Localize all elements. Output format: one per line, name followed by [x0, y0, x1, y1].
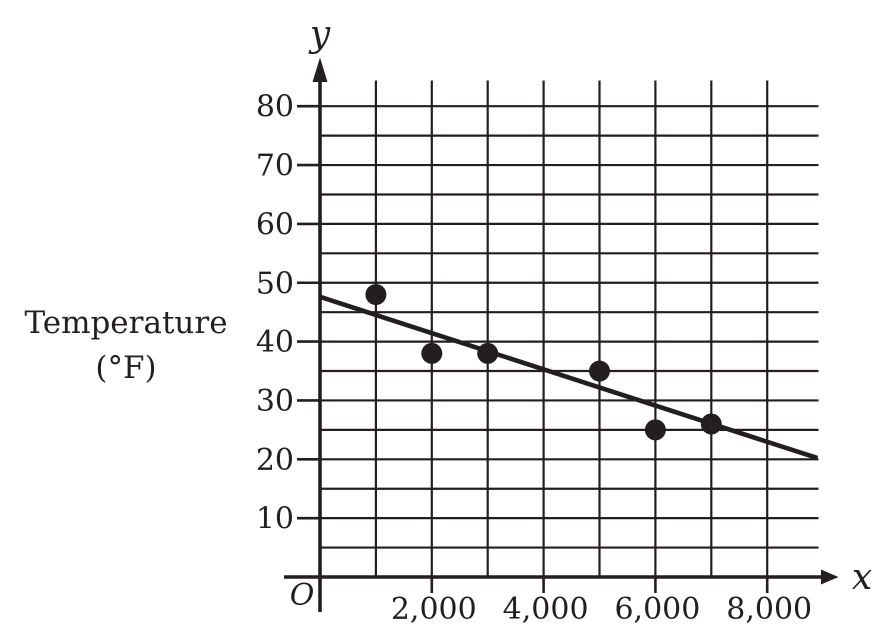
x-axis-letter: x — [852, 557, 872, 598]
y-axis-arrowhead — [312, 57, 328, 82]
data-point — [644, 419, 666, 441]
origin-label: O — [290, 578, 315, 613]
data-point — [589, 360, 610, 382]
y-tick-label: 20 — [256, 443, 294, 478]
x-tick-label: 4,000 — [503, 592, 589, 627]
y-tick-label: 60 — [256, 207, 294, 242]
data-point — [700, 413, 722, 435]
y-axis-title-line-2: (°F) — [95, 350, 157, 386]
y-tick-label: 30 — [256, 384, 294, 419]
y-tick-label: 10 — [256, 502, 294, 537]
data-point — [365, 284, 387, 306]
best-fit-line — [319, 294, 819, 461]
data-point — [421, 342, 443, 364]
y-axis-title-line-1: Temperature — [24, 305, 228, 341]
y-tick-label: 40 — [256, 325, 294, 360]
y-tick-label: 50 — [256, 266, 294, 301]
y-tick-label: 70 — [256, 149, 294, 184]
x-tick-label: 6,000 — [614, 592, 700, 627]
y-axis-letter: y — [308, 14, 331, 55]
y-axis-title: Temperature (°F) — [8, 301, 244, 391]
y-tick-label: 80 — [256, 90, 294, 125]
data-point — [477, 342, 499, 364]
x-tick-label: 2,000 — [391, 592, 477, 627]
x-tick-label: 8,000 — [726, 592, 812, 627]
x-axis-arrowhead — [821, 569, 839, 585]
